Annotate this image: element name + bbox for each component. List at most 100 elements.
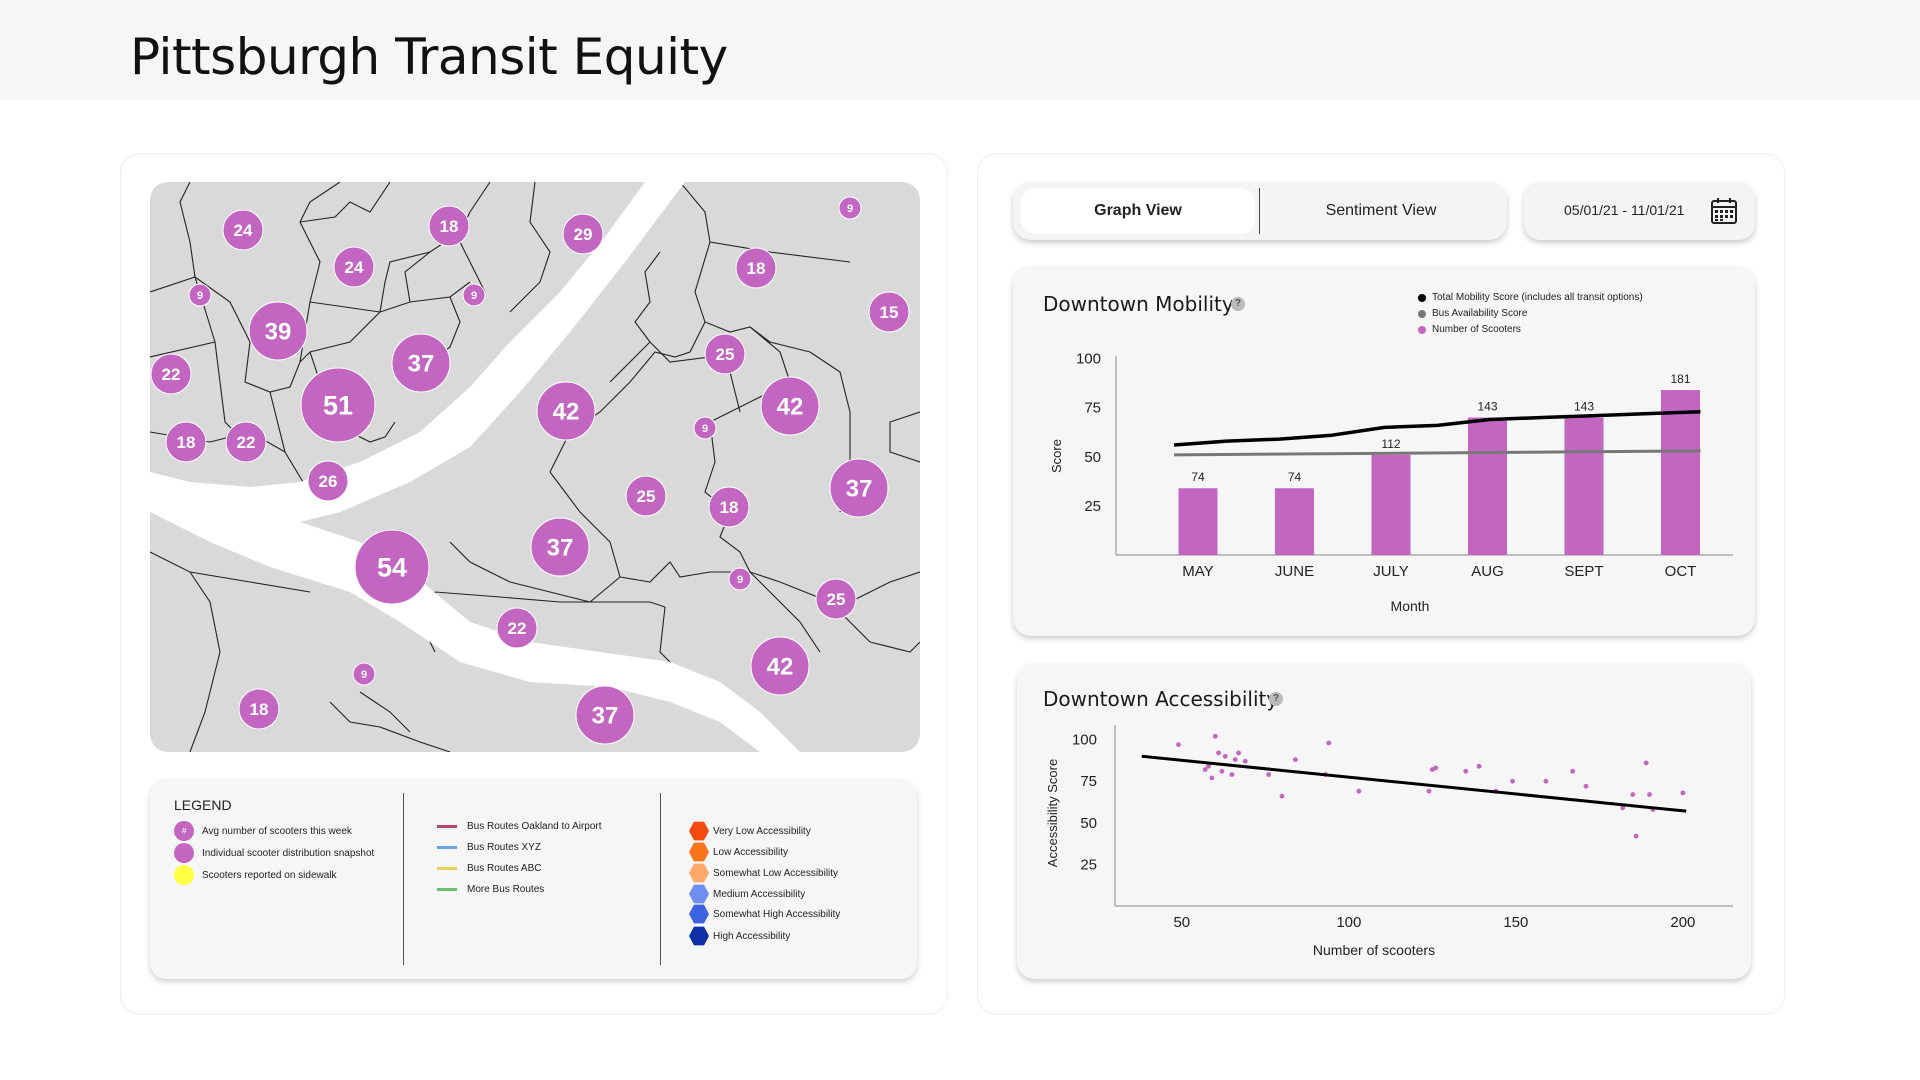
scooter-cluster[interactable]: 42 [536, 381, 596, 441]
scooter-cluster[interactable]: 18 [428, 205, 470, 247]
scooter-cluster[interactable]: 24 [333, 246, 375, 288]
cluster-marker [868, 291, 910, 333]
legend-access-5: High Accessibility [689, 926, 790, 946]
y-axis-title: Score [1049, 439, 1064, 473]
scooter-cluster[interactable]: 22 [150, 353, 192, 395]
y-tick-label: 25 [1084, 498, 1101, 515]
trend-line [1141, 754, 1687, 813]
y-tick-label: 50 [1084, 449, 1101, 466]
bus-availability-line [1173, 449, 1701, 457]
cluster-count: 9 [737, 574, 743, 586]
route-line-icon [437, 846, 457, 849]
scooter-cluster[interactable]: 9 [352, 662, 376, 686]
cluster-count: 18 [177, 433, 196, 452]
scooter-cluster[interactable]: 9 [693, 416, 717, 440]
date-range-picker[interactable]: 05/01/21 - 11/01/21 [1524, 182, 1755, 240]
scooter-cluster[interactable]: 25 [815, 578, 857, 620]
scooter-cluster[interactable]: 22 [496, 607, 538, 649]
scooter-cluster[interactable]: 39 [248, 301, 308, 361]
cluster-marker [708, 486, 750, 528]
cluster-marker [735, 247, 777, 289]
cluster-count: 37 [846, 476, 873, 503]
scooter-cluster[interactable]: 42 [750, 636, 810, 696]
legend-access-3: Medium Accessibility [689, 884, 805, 904]
bar-data-label: 74 [1288, 470, 1302, 484]
bar-data-label: 181 [1670, 372, 1690, 386]
cluster-marker [238, 688, 280, 730]
legend-label: Somewhat Low Accessibility [713, 867, 839, 879]
help-icon[interactable]: ? [1269, 692, 1283, 706]
scatter-point [1206, 763, 1211, 769]
scatter-point [1476, 763, 1482, 769]
scooter-cluster[interactable]: 29 [562, 213, 604, 255]
scooter-cluster[interactable]: 37 [829, 458, 889, 518]
scooter-cluster[interactable]: 42 [760, 376, 820, 436]
scooter-cluster[interactable]: 54 [354, 529, 430, 605]
scatter-point [1212, 733, 1218, 739]
legend-route-3: More Bus Routes [437, 884, 544, 895]
scooter-cluster[interactable]: 51 [300, 367, 376, 443]
scooter-cluster[interactable]: 24 [222, 209, 264, 251]
scooter-cluster[interactable]: 9 [728, 567, 752, 591]
bar [1468, 417, 1507, 555]
tab-graph-view[interactable]: Graph View [1021, 188, 1255, 234]
view-tabs: Graph View Sentiment View [1013, 182, 1507, 240]
scooter-cluster[interactable]: 9 [838, 196, 862, 220]
cluster-marker [428, 205, 470, 247]
scooter-cluster[interactable]: 37 [575, 685, 635, 745]
scatter-point [1292, 757, 1298, 762]
scooter-cluster[interactable]: 22 [225, 421, 267, 463]
scooter-cluster[interactable]: 15 [868, 291, 910, 333]
scatter-point [1209, 775, 1215, 781]
mobility-chart: 25 50 75 100 Score Month 74 74 112 143 143 181 MAY JU… [1049, 351, 1733, 614]
x-tick-label: JULY [1373, 563, 1409, 580]
tab-sentiment-view[interactable]: Sentiment View [1325, 202, 1437, 219]
scooter-cluster[interactable]: 18 [735, 247, 777, 289]
legend-label: Somewhat High Accessibility [713, 908, 841, 920]
cluster-count: 37 [408, 351, 435, 378]
legend-label: Bus Routes ABC [467, 863, 542, 874]
cluster-marker [838, 196, 862, 220]
scatter-point [1236, 750, 1241, 756]
legend-scooters: Number of Scooters [1418, 324, 1521, 335]
cluster-marker [222, 209, 264, 251]
bar [1275, 488, 1314, 555]
legend-dot-icon [1418, 309, 1426, 318]
scooter-cluster[interactable]: 37 [391, 333, 451, 393]
cluster-marker [575, 685, 635, 745]
scatter-point [1219, 768, 1225, 774]
route-line-icon [437, 867, 457, 870]
x-tick-label: AUG [1471, 563, 1504, 580]
cluster-marker [300, 367, 376, 443]
scatter-point [1222, 753, 1228, 759]
legend-label: Bus Routes Oakland to Airport [467, 821, 602, 832]
scooter-cluster[interactable]: 9 [462, 283, 486, 307]
help-icon[interactable]: ? [1231, 297, 1245, 311]
scooter-cluster[interactable]: 9 [188, 283, 212, 307]
scatter-point [1680, 790, 1686, 796]
scooter-cluster[interactable]: 18 [708, 486, 750, 528]
scooter-cluster[interactable]: 18 [238, 688, 280, 730]
scooter-cluster[interactable]: 25 [625, 475, 667, 517]
cluster-marker [354, 529, 430, 605]
cluster-marker [829, 458, 889, 518]
x-axis-title: Number of scooters [1313, 942, 1435, 958]
scatter-point [1543, 778, 1549, 784]
scooter-cluster[interactable]: 18 [165, 421, 207, 463]
y-tick-label: 100 [1072, 732, 1097, 749]
calendar-icon[interactable] [1710, 197, 1738, 225]
cluster-count: 37 [592, 703, 619, 730]
cluster-count: 15 [880, 303, 899, 322]
legend-dot-icon [1418, 325, 1426, 334]
cluster-marker [188, 283, 212, 307]
accessibility-chart-title: Downtown Accessibility [1043, 687, 1279, 711]
scooter-cluster[interactable]: 25 [704, 333, 746, 375]
legend-label: Very Low Accessibility [713, 825, 811, 837]
scooter-cluster[interactable]: 26 [307, 460, 349, 502]
scooter-map[interactable]: 24 18 29 9 24 18 9 9 15 39 22 37 25 51 42 42 18 22 9 26 25 37… [150, 182, 920, 752]
scooter-cluster[interactable]: 37 [530, 517, 590, 577]
cluster-count: 9 [702, 423, 708, 435]
x-tick-label: 50 [1173, 914, 1190, 931]
cluster-count: 37 [547, 535, 574, 562]
scatter-point [1326, 740, 1332, 746]
